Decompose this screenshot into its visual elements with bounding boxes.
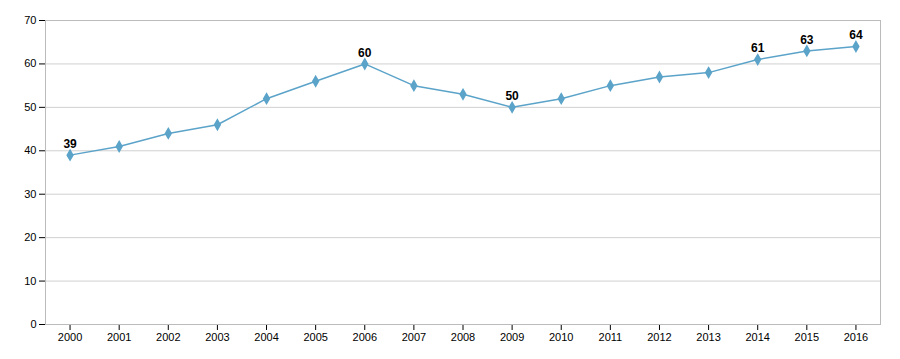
svg-text:2013: 2013 (696, 331, 720, 343)
svg-text:2000: 2000 (58, 331, 82, 343)
svg-text:2007: 2007 (402, 331, 426, 343)
svg-text:2016: 2016 (844, 331, 868, 343)
svg-text:60: 60 (358, 46, 372, 60)
svg-text:2001: 2001 (107, 331, 131, 343)
svg-text:20: 20 (24, 231, 36, 243)
svg-text:2004: 2004 (254, 331, 278, 343)
svg-text:2008: 2008 (451, 331, 475, 343)
svg-text:70: 70 (24, 14, 36, 26)
svg-text:39: 39 (63, 137, 77, 151)
svg-text:2006: 2006 (353, 331, 377, 343)
svg-text:2015: 2015 (795, 331, 819, 343)
svg-text:61: 61 (751, 41, 765, 55)
svg-text:2009: 2009 (500, 331, 524, 343)
svg-text:63: 63 (800, 33, 814, 47)
svg-text:2002: 2002 (156, 331, 180, 343)
svg-text:60: 60 (24, 57, 36, 69)
svg-text:30: 30 (24, 188, 36, 200)
svg-text:10: 10 (24, 275, 36, 287)
svg-text:0: 0 (30, 318, 36, 330)
svg-text:2010: 2010 (549, 331, 573, 343)
svg-text:50: 50 (505, 89, 519, 103)
svg-text:2005: 2005 (303, 331, 327, 343)
svg-text:40: 40 (24, 144, 36, 156)
svg-text:2011: 2011 (599, 331, 623, 343)
svg-text:2003: 2003 (205, 331, 229, 343)
svg-text:64: 64 (849, 28, 863, 42)
svg-text:2012: 2012 (647, 331, 671, 343)
svg-text:50: 50 (24, 101, 36, 113)
svg-text:2014: 2014 (745, 331, 769, 343)
